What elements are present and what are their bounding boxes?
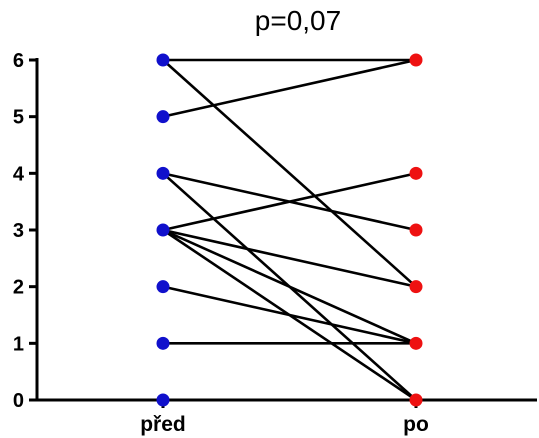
pair-line [162, 59, 417, 288]
chart-title: p=0,07 [255, 5, 341, 36]
y-tick-label: 1 [13, 333, 24, 355]
pred-point [156, 223, 170, 237]
y-tick-label: 3 [13, 220, 24, 242]
x-tick-label: po [403, 413, 429, 436]
po-point [409, 280, 423, 294]
axes [29, 58, 537, 408]
po-point [409, 166, 423, 180]
pred-point [156, 53, 170, 67]
pair-line [162, 228, 417, 345]
data-points [156, 53, 423, 407]
pred-point [156, 166, 170, 180]
po-point [409, 336, 423, 350]
po-point [409, 53, 423, 67]
pred-point [156, 393, 170, 407]
pair-line [162, 228, 417, 288]
pred-point [156, 110, 170, 124]
y-tick-label: 5 [13, 107, 24, 129]
pair-line [162, 285, 417, 345]
pair-line [162, 172, 417, 232]
pred-point [156, 280, 170, 294]
pred-point [156, 336, 170, 350]
y-tick-label: 0 [13, 390, 24, 412]
x-tick-label: před [140, 413, 186, 436]
po-point [409, 393, 423, 407]
pair-line [162, 58, 417, 118]
y-tick-label: 4 [13, 163, 25, 185]
y-tick-label: 2 [13, 277, 24, 299]
pair-lines [162, 58, 417, 402]
po-point [409, 223, 423, 237]
tick-labels: 0 1 2 3 4 5 6 před po [13, 50, 429, 436]
y-tick-label: 6 [13, 50, 24, 72]
